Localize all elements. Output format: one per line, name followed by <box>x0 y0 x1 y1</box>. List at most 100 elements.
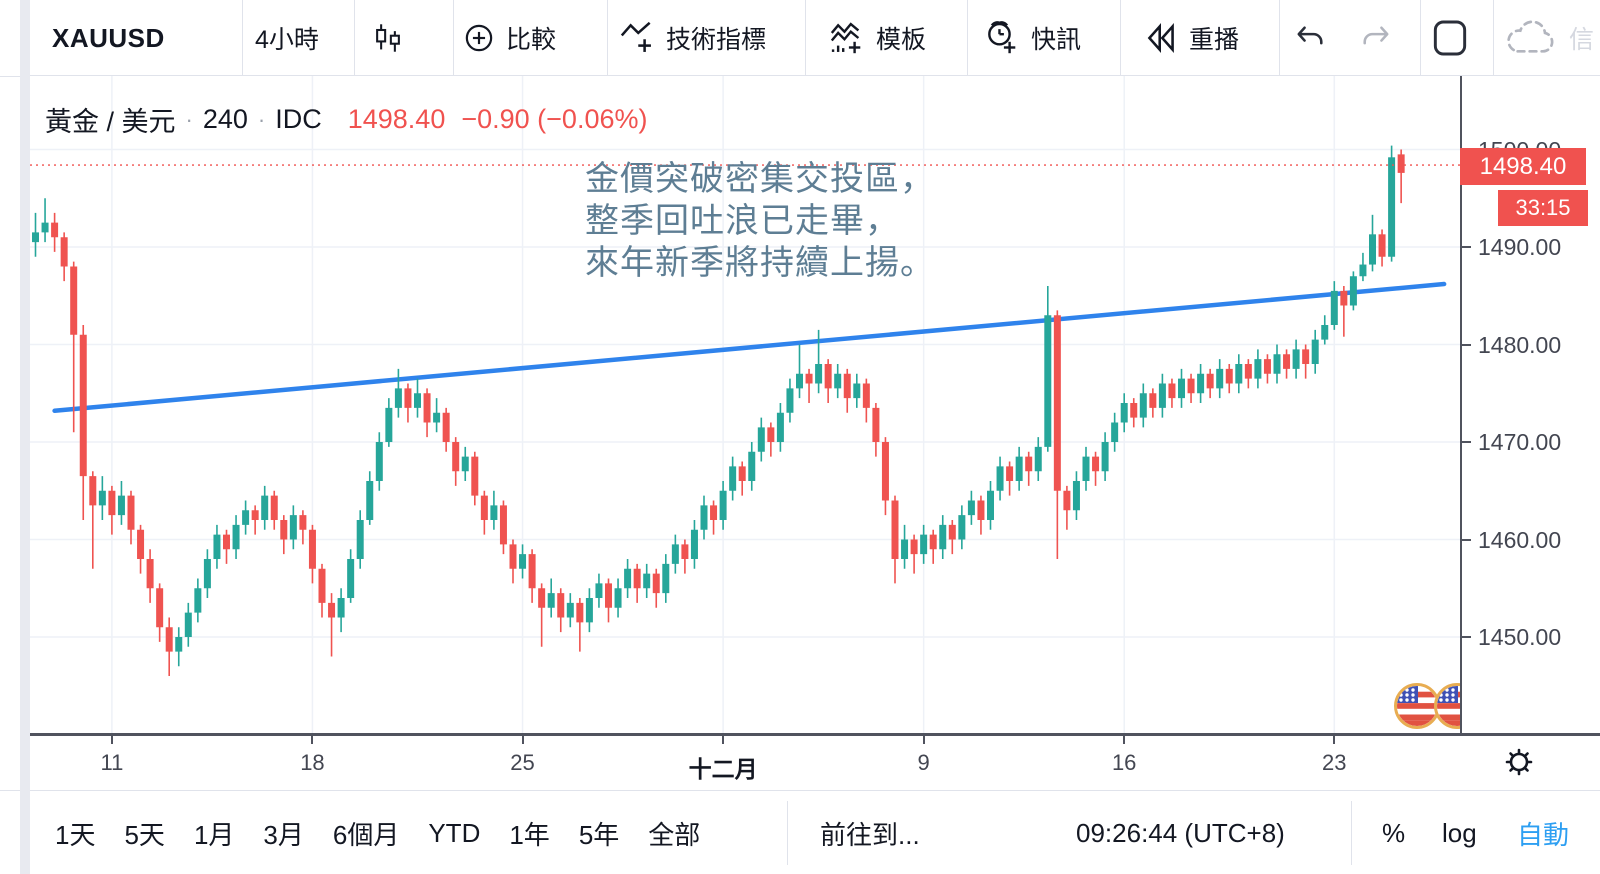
candle <box>1216 359 1224 399</box>
legend-symbol[interactable]: 黃金 / 美元 <box>45 107 176 137</box>
candle <box>79 325 87 520</box>
chart-pane[interactable]: 黃金 / 美元 · 240 · IDC 1498.40 −0.90 (−0.06… <box>30 76 1460 734</box>
candle <box>796 344 803 399</box>
candle <box>805 368 813 403</box>
range-button-1月[interactable]: 1月 <box>193 819 235 850</box>
chart-style-button[interactable] <box>372 0 404 76</box>
candle <box>996 456 1004 501</box>
toolbar-separator <box>242 0 243 76</box>
annotation-line: 來年新季將持續上揚。 <box>585 244 935 282</box>
candle <box>509 539 517 584</box>
toolbar-separator <box>453 0 454 76</box>
candlestick-chart[interactable] <box>30 76 1460 734</box>
chart-text-annotation[interactable]: 金價突破密集交投區， 整季回吐浪已走畢， 來年新季將持續上揚。 <box>585 158 935 284</box>
candle <box>414 378 421 418</box>
time-tick <box>1333 736 1336 744</box>
price-axis[interactable]: 1500.001490.001480.001470.001460.001450.… <box>1460 76 1600 790</box>
range-button-6個月[interactable]: 6個月 <box>332 819 400 850</box>
candle <box>671 534 679 574</box>
left-panel-edge <box>0 0 30 874</box>
candle <box>958 505 966 550</box>
time-tick <box>922 736 925 744</box>
legend-last-price: 1498.40 <box>347 104 446 134</box>
price-tick <box>1462 538 1471 541</box>
cloud-save-label: 信 <box>1569 26 1595 54</box>
candle <box>824 359 832 403</box>
candle <box>738 461 746 496</box>
compare-button[interactable]: 比較 <box>462 0 556 76</box>
candle <box>499 500 507 555</box>
range-button-YTD[interactable]: YTD <box>428 817 481 848</box>
candle <box>223 529 230 564</box>
trendline-drawing[interactable] <box>52 281 1447 414</box>
us-flag-icon[interactable] <box>1394 683 1440 729</box>
interval-button[interactable]: 4小時 <box>255 26 319 54</box>
templates-button[interactable]: 模板 <box>828 0 926 76</box>
indicators-button[interactable]: 技術指標 <box>618 0 766 76</box>
candle <box>270 490 278 530</box>
range-buttons: 1天 5天 1月 3月 6個月 YTD 1年 5年 全部 <box>55 791 700 874</box>
candle <box>1321 315 1329 345</box>
candle <box>939 515 947 559</box>
candle <box>32 212 39 257</box>
range-button-1天[interactable]: 1天 <box>55 819 96 850</box>
symbol-button[interactable]: XAUUSD <box>52 22 165 53</box>
range-button-3月[interactable]: 3月 <box>263 819 304 850</box>
candle <box>853 373 861 408</box>
candle <box>643 563 651 598</box>
candle <box>1359 252 1367 282</box>
us-flag-icon[interactable] <box>1434 683 1460 729</box>
time-tick <box>521 736 524 744</box>
last-price-badge: 1498.40 <box>1460 148 1586 185</box>
candle <box>786 378 794 423</box>
clock-timezone[interactable]: 09:26:44 (UTC+8) <box>1076 817 1285 848</box>
candle <box>1006 461 1014 496</box>
range-button-5天[interactable]: 5天 <box>124 819 165 850</box>
candle <box>356 510 364 569</box>
alerts-button[interactable]: 快訊 <box>983 0 1081 76</box>
range-button-全部[interactable]: 全部 <box>648 819 701 850</box>
gear-icon[interactable] <box>1502 745 1536 784</box>
candle <box>1244 359 1252 389</box>
candle <box>757 417 765 462</box>
range-button-5年[interactable]: 5年 <box>578 819 620 850</box>
candle <box>1292 339 1300 379</box>
candle <box>175 627 183 667</box>
range-button-1年[interactable]: 1年 <box>509 819 550 850</box>
candle <box>652 568 660 608</box>
candle <box>347 549 355 603</box>
candle <box>1197 364 1205 403</box>
candle <box>948 520 956 555</box>
time-label: 9 <box>917 750 930 775</box>
left-panel-divider[interactable] <box>20 0 30 874</box>
candle <box>461 446 469 481</box>
auto-scale-button[interactable]: 自動 <box>1517 819 1570 850</box>
candle <box>117 481 125 525</box>
candle <box>1034 437 1042 481</box>
candle <box>538 583 546 647</box>
candle <box>452 437 460 486</box>
replay-button[interactable]: 重播 <box>1143 0 1239 76</box>
candle <box>547 578 555 618</box>
candle <box>920 524 928 564</box>
candle <box>690 520 698 569</box>
candle <box>1388 145 1396 262</box>
snapshot-button[interactable] <box>1430 0 1470 76</box>
legend-interval: 240 <box>202 104 248 134</box>
log-scale-button[interactable]: log <box>1442 817 1477 848</box>
candle <box>165 617 173 676</box>
candle <box>1168 378 1176 408</box>
undo-button[interactable] <box>1293 0 1329 76</box>
candle <box>1015 446 1023 491</box>
goto-date-button[interactable]: 前往到... <box>820 819 920 850</box>
cloud-save-button[interactable]: 信 <box>1503 0 1594 76</box>
time-axis[interactable]: 11 18 25 十二月 9 16 23 <box>30 733 1600 790</box>
percent-scale-button[interactable]: % <box>1382 817 1406 848</box>
candle <box>929 529 937 564</box>
candle <box>289 505 297 550</box>
candle <box>328 593 336 657</box>
candle <box>385 398 393 447</box>
redo-button[interactable] <box>1357 0 1393 76</box>
toolbar-separator <box>1420 0 1421 76</box>
